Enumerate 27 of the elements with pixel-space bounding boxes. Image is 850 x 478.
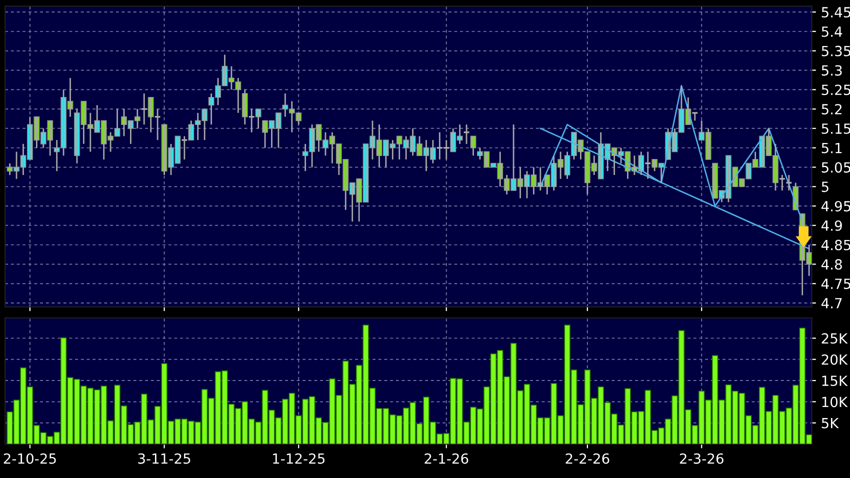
y-tick-label: 15K — [822, 376, 848, 386]
y-tick-label: 5.3 — [822, 65, 842, 76]
y-tick-label: 5.1 — [822, 142, 842, 154]
y-tick-label: 4.7 — [821, 298, 842, 308]
y-tick-label: 4.95 — [821, 200, 850, 212]
x-tick-label: 3-11-25 — [138, 453, 190, 464]
y-tick-label: 5.35 — [822, 46, 850, 56]
y-tick-label: 5 — [822, 182, 828, 192]
y-tick-label: 4.8 — [821, 259, 842, 270]
x-tick-label: 1-12-25 — [273, 453, 324, 464]
y-tick-label: 5.05 — [822, 162, 850, 173]
y-tick-label: 5.15 — [822, 124, 850, 134]
x-tick-label: 2-10-25 — [4, 453, 56, 464]
x-tick-label: 2-2-26 — [566, 453, 610, 464]
y-tick-label: 20K — [822, 354, 848, 365]
y-tick-label: 5K — [822, 418, 840, 428]
y-tick-label: 4.75 — [821, 278, 850, 290]
x-tick-label: 2-3-26 — [680, 453, 724, 464]
y-tick-label: 5.25 — [822, 84, 850, 96]
y-tick-label: 25K — [822, 333, 848, 344]
y-tick-label: 5.45 — [822, 7, 850, 18]
y-tick-label: 5.2 — [822, 104, 842, 114]
x-tick-label: 2-1-26 — [424, 453, 468, 464]
y-tick-label: 4.9 — [821, 220, 842, 231]
y-tick-label: 4.85 — [821, 240, 850, 250]
y-tick-label: 10K — [822, 396, 848, 408]
y-tick-label: 5.4 — [822, 26, 842, 37]
